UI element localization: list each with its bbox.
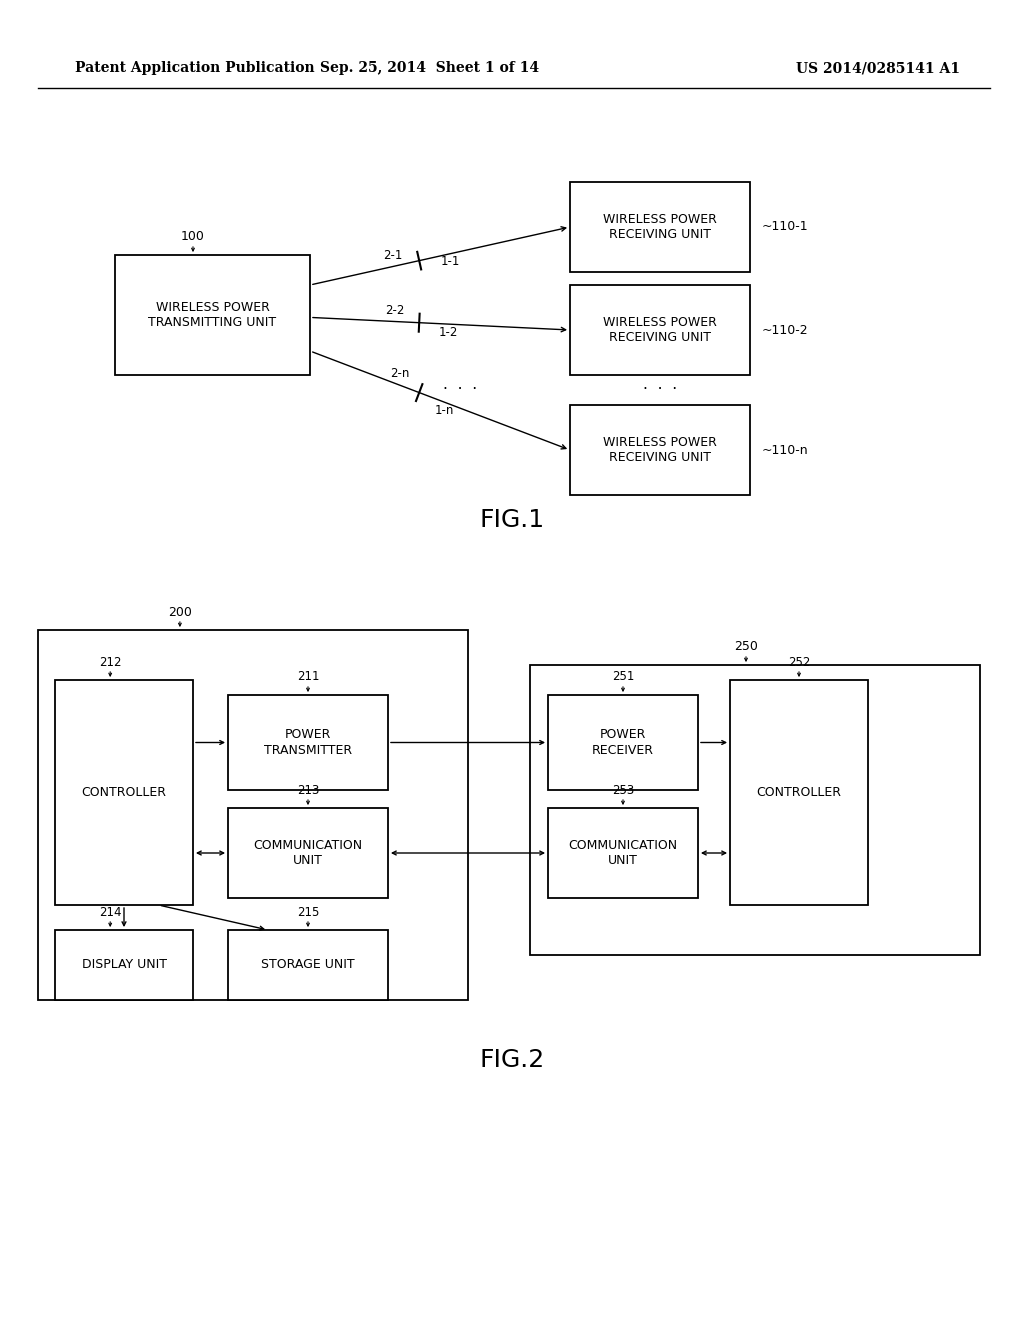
Text: POWER
TRANSMITTER: POWER TRANSMITTER [264, 729, 352, 756]
Text: 2-2: 2-2 [385, 304, 404, 317]
Text: 2-n: 2-n [390, 367, 410, 380]
Bar [38, 630, 468, 1001]
Text: 1-n: 1-n [435, 404, 454, 417]
Bar [548, 808, 698, 898]
Bar [55, 931, 193, 1001]
Bar [228, 696, 388, 789]
Text: WIRELESS POWER
RECEIVING UNIT: WIRELESS POWER RECEIVING UNIT [603, 213, 717, 242]
Text: 100: 100 [181, 231, 205, 243]
Bar [570, 285, 750, 375]
Text: 2-1: 2-1 [383, 248, 402, 261]
Text: 213: 213 [297, 784, 319, 796]
Text: 211: 211 [297, 671, 319, 684]
Text: COMMUNICATION
UNIT: COMMUNICATION UNIT [253, 840, 362, 867]
Text: 1-1: 1-1 [440, 255, 460, 268]
Text: DISPLAY UNIT: DISPLAY UNIT [82, 958, 167, 972]
Text: 252: 252 [787, 656, 810, 668]
Bar [570, 405, 750, 495]
Text: STORAGE UNIT: STORAGE UNIT [261, 958, 354, 972]
Text: 251: 251 [611, 671, 634, 684]
Text: 253: 253 [612, 784, 634, 796]
Text: WIRELESS POWER
RECEIVING UNIT: WIRELESS POWER RECEIVING UNIT [603, 436, 717, 465]
Text: Sep. 25, 2014  Sheet 1 of 14: Sep. 25, 2014 Sheet 1 of 14 [321, 61, 540, 75]
Text: COMMUNICATION
UNIT: COMMUNICATION UNIT [568, 840, 678, 867]
Text: WIRELESS POWER
TRANSMITTING UNIT: WIRELESS POWER TRANSMITTING UNIT [148, 301, 276, 329]
Bar [115, 255, 310, 375]
Bar [570, 182, 750, 272]
Text: Patent Application Publication: Patent Application Publication [75, 61, 314, 75]
Text: FIG.2: FIG.2 [479, 1048, 545, 1072]
Text: ~110-1: ~110-1 [762, 220, 809, 234]
Text: FIG.1: FIG.1 [479, 508, 545, 532]
Text: POWER
RECEIVER: POWER RECEIVER [592, 729, 654, 756]
Bar [548, 696, 698, 789]
Text: CONTROLLER: CONTROLLER [757, 785, 842, 799]
Text: 212: 212 [99, 656, 122, 668]
Bar [55, 680, 193, 906]
Text: ·  ·  ·: · · · [643, 383, 677, 397]
Text: ~110-2: ~110-2 [762, 323, 809, 337]
Text: 200: 200 [168, 606, 191, 619]
Text: US 2014/0285141 A1: US 2014/0285141 A1 [796, 61, 961, 75]
Text: CONTROLLER: CONTROLLER [82, 785, 167, 799]
Text: 1-2: 1-2 [439, 326, 459, 339]
Text: 250: 250 [734, 640, 758, 653]
Bar [530, 665, 980, 954]
Text: ·  ·  ·: · · · [443, 383, 477, 397]
Text: 215: 215 [297, 906, 319, 919]
Text: ~110-n: ~110-n [762, 444, 809, 457]
Bar [228, 931, 388, 1001]
Text: WIRELESS POWER
RECEIVING UNIT: WIRELESS POWER RECEIVING UNIT [603, 315, 717, 345]
Bar [730, 680, 868, 906]
Text: 214: 214 [99, 906, 122, 919]
Bar [228, 808, 388, 898]
